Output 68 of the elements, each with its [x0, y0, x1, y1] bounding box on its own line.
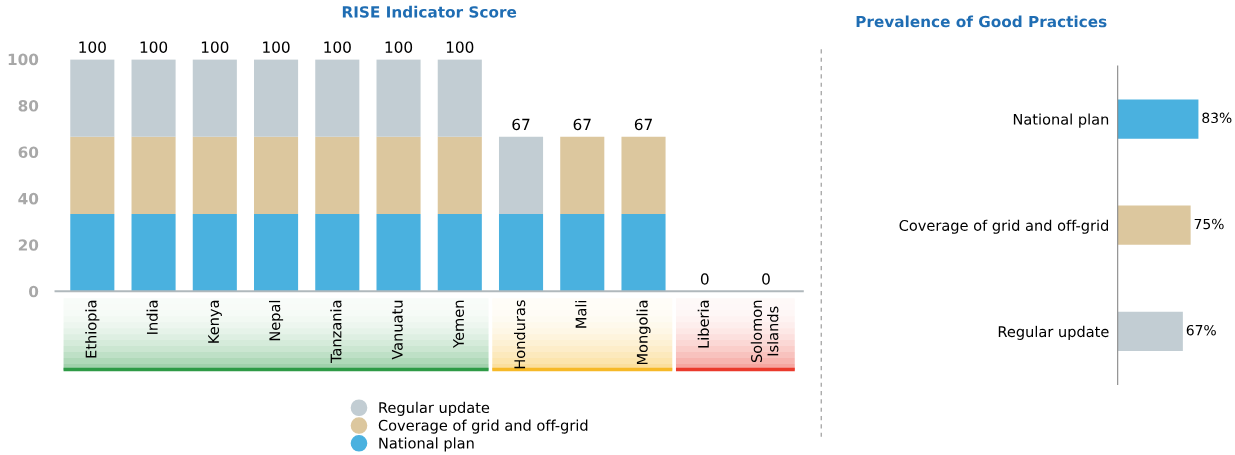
- y-tick-label: 0: [29, 285, 39, 298]
- bar: [70, 59, 115, 137]
- y-tick-label: 20: [18, 239, 39, 251]
- bar: [70, 136, 115, 214]
- y-tick-label: 40: [18, 192, 39, 205]
- bar: [192, 136, 237, 214]
- bar: [498, 136, 544, 214]
- text: Prevalence of Good Practices: [856, 15, 1107, 28]
- data-label: 83%: [1202, 112, 1232, 124]
- x-tick-label: Vanuatu: [391, 300, 403, 360]
- legend-label: Coverage of grid and off-grid: [378, 419, 588, 434]
- bar: [560, 213, 605, 292]
- bar: [376, 136, 421, 214]
- total-label: 100: [201, 41, 229, 53]
- bar: [315, 136, 360, 214]
- y-tick-label: National plan: [1013, 113, 1109, 128]
- x-tick-label: Tanzania: [330, 300, 342, 364]
- x-tick-label: Mali: [575, 300, 587, 328]
- bar: [315, 59, 360, 137]
- bar: [315, 213, 360, 292]
- bar: [192, 213, 237, 292]
- total-label: 100: [263, 41, 290, 53]
- total-label: 67: [512, 118, 530, 131]
- bar: [131, 213, 176, 292]
- bar: [498, 213, 544, 292]
- bar: [192, 59, 237, 137]
- data-label: 67%: [1186, 324, 1216, 336]
- bar: [376, 59, 421, 137]
- bar: [131, 136, 176, 214]
- x-tick-label: India: [146, 300, 158, 334]
- total-label: 67: [573, 118, 591, 131]
- bar: [254, 59, 299, 137]
- data-label: 75%: [1194, 218, 1224, 230]
- x-tick-label: Nepal: [269, 300, 284, 341]
- x-tick-label: Mongolia: [636, 300, 651, 365]
- bar: [131, 59, 176, 137]
- total-label: 100: [79, 41, 106, 53]
- total-label: 100: [324, 41, 351, 53]
- y-tick-label: 100: [8, 53, 39, 66]
- x-tick-label: Yemen: [453, 300, 465, 348]
- bar: [621, 213, 666, 292]
- total-label: 100: [140, 41, 168, 53]
- y-tick-label: 80: [18, 100, 39, 112]
- legend-label: Regular update: [379, 401, 490, 416]
- x-tick-label: Liberia: [697, 300, 709, 348]
- total-label: 100: [385, 41, 413, 53]
- x-tick-label: Honduras: [513, 300, 526, 369]
- bar: [254, 136, 299, 214]
- bar: [376, 213, 421, 292]
- bar: [621, 136, 666, 214]
- total-label: 0: [700, 273, 709, 285]
- bar: [70, 213, 115, 292]
- y-tick-label: Regular update: [998, 325, 1109, 340]
- y-tick-label: Coverage of grid and off-grid: [899, 219, 1109, 234]
- x-tick-label: Kenya: [208, 300, 222, 343]
- bar: [437, 136, 482, 214]
- bar: [437, 213, 482, 292]
- x-tick-label: Solomon Islands: [750, 300, 779, 363]
- x-tick-label: Ethiopia: [85, 300, 100, 358]
- total-label: 100: [446, 41, 474, 53]
- bar: [437, 59, 482, 137]
- bar: [254, 213, 299, 292]
- total-label: 0: [762, 273, 770, 285]
- legend-label: National plan: [379, 437, 474, 452]
- total-label: 67: [634, 118, 652, 131]
- chart-title: RISE Indicator Score: [342, 5, 517, 18]
- bar: [560, 136, 605, 214]
- y-tick-label: 60: [18, 146, 39, 158]
